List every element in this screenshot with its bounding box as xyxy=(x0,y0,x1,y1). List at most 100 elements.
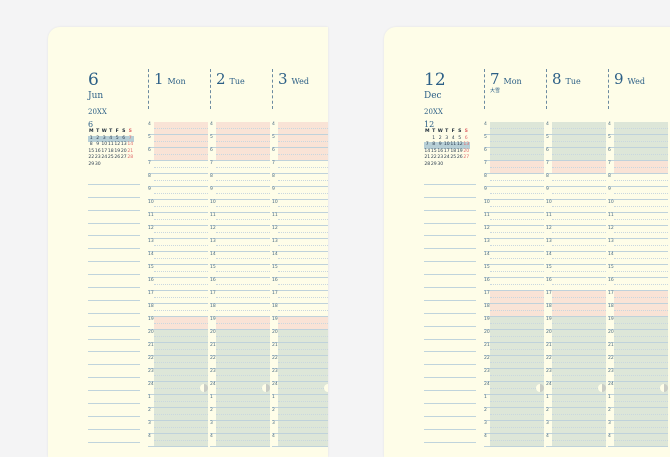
mini-calendar-date[interactable]: 1 xyxy=(432,135,436,141)
time-slot[interactable]: 11 xyxy=(546,213,606,226)
time-slot[interactable]: 2 xyxy=(148,408,208,421)
mini-calendar-date[interactable]: 27 xyxy=(463,155,470,160)
time-slot[interactable]: 7 xyxy=(546,161,606,174)
mini-calendar-date[interactable]: 14 xyxy=(424,148,431,154)
mini-calendar-date[interactable]: 26 xyxy=(456,155,463,160)
time-slot[interactable]: 10 xyxy=(546,200,606,213)
time-slot[interactable]: 21 xyxy=(546,343,606,356)
time-slot[interactable]: 18 xyxy=(484,304,544,317)
time-slot[interactable]: 12 xyxy=(546,226,606,239)
time-slot[interactable]: 21 xyxy=(210,343,270,356)
time-slot[interactable]: 17 xyxy=(148,291,208,304)
time-slot[interactable]: 4 xyxy=(148,434,208,447)
time-slot[interactable]: 9 xyxy=(210,187,270,200)
time-slot[interactable]: 11 xyxy=(272,213,328,226)
time-slot[interactable]: 2 xyxy=(272,408,328,421)
time-slot[interactable]: 4 xyxy=(210,122,270,135)
time-slot[interactable]: 6 xyxy=(210,148,270,161)
time-slot[interactable]: 17 xyxy=(272,291,328,304)
time-slot[interactable]: 13 xyxy=(608,239,668,252)
mini-calendar-date[interactable]: 30 xyxy=(94,161,101,167)
time-slot[interactable]: 18 xyxy=(148,304,208,317)
time-slot[interactable]: 4 xyxy=(484,434,544,447)
notes-area[interactable] xyxy=(424,172,476,443)
time-slot[interactable]: 22 xyxy=(608,356,668,369)
time-slot[interactable]: 17 xyxy=(608,291,668,304)
time-slot[interactable]: 11 xyxy=(608,213,668,226)
time-slot[interactable]: 15 xyxy=(546,265,606,278)
mini-calendar-date[interactable]: 25 xyxy=(107,155,114,160)
mini-calendar-date[interactable]: 22 xyxy=(430,155,437,160)
time-slot[interactable]: 10 xyxy=(210,200,270,213)
time-slot[interactable]: 8 xyxy=(608,174,668,187)
time-slot[interactable]: 6 xyxy=(272,148,328,161)
mini-calendar-date[interactable]: 5 xyxy=(458,135,462,141)
mini-calendar-date[interactable]: 4 xyxy=(451,135,455,141)
time-slot[interactable]: 9 xyxy=(272,187,328,200)
time-slot[interactable]: 17 xyxy=(484,291,544,304)
time-slot[interactable]: 15 xyxy=(272,265,328,278)
mini-calendar-date[interactable]: 18 xyxy=(107,148,114,154)
mini-calendar-date[interactable]: 23 xyxy=(94,155,101,160)
time-slot[interactable]: 5 xyxy=(148,135,208,148)
time-slot[interactable]: 3 xyxy=(272,421,328,434)
time-slot[interactable]: 1 xyxy=(608,395,668,408)
time-slot[interactable]: 12 xyxy=(148,226,208,239)
time-slot[interactable]: 15 xyxy=(608,265,668,278)
time-slot[interactable]: 1 xyxy=(210,395,270,408)
time-slot[interactable]: 12 xyxy=(484,226,544,239)
mini-calendar-date[interactable]: 22 xyxy=(88,155,95,160)
mini-calendar-date[interactable]: 8 xyxy=(430,142,437,149)
time-slot[interactable]: 15 xyxy=(484,265,544,278)
time-slot[interactable]: 14 xyxy=(148,252,208,265)
mini-calendar-date[interactable]: 11 xyxy=(107,142,114,147)
time-slot[interactable]: 15 xyxy=(210,265,270,278)
time-slot[interactable]: 22 xyxy=(546,356,606,369)
mini-calendar-date[interactable]: 2 xyxy=(438,135,442,141)
time-slot[interactable]: 1 xyxy=(546,395,606,408)
time-slot[interactable]: 1 xyxy=(484,395,544,408)
time-slot[interactable]: 6 xyxy=(484,148,544,161)
time-slot[interactable]: 10 xyxy=(608,200,668,213)
time-slot[interactable]: 14 xyxy=(272,252,328,265)
mini-calendar-date[interactable]: 17 xyxy=(101,148,108,154)
mini-calendar-date[interactable]: 12 xyxy=(456,142,463,149)
time-slot[interactable]: 23 xyxy=(484,369,544,382)
mini-calendar-date[interactable]: 10 xyxy=(101,142,108,147)
time-slot[interactable]: 18 xyxy=(608,304,668,317)
time-slot[interactable]: 8 xyxy=(484,174,544,187)
time-slot[interactable]: 5 xyxy=(608,135,668,148)
time-slot[interactable]: 18 xyxy=(546,304,606,317)
mini-calendar-date[interactable]: 25 xyxy=(450,155,457,160)
mini-calendar-date[interactable]: 7 xyxy=(424,142,431,149)
time-slot[interactable]: 4 xyxy=(148,122,208,135)
mini-calendar-date[interactable] xyxy=(463,162,470,169)
mini-calendar-date[interactable]: 14 xyxy=(127,142,134,147)
time-slot[interactable]: 23 xyxy=(148,369,208,382)
mini-calendar-date[interactable]: 3 xyxy=(101,135,108,142)
time-slot[interactable]: 9 xyxy=(484,187,544,200)
time-slot[interactable]: 11 xyxy=(148,213,208,226)
time-slot[interactable]: 3 xyxy=(608,421,668,434)
time-slot[interactable]: 9 xyxy=(546,187,606,200)
time-slot[interactable]: 22 xyxy=(272,356,328,369)
time-slot[interactable]: 2 xyxy=(484,408,544,421)
time-slot[interactable]: 4 xyxy=(608,122,668,135)
mini-calendar-date[interactable]: 4 xyxy=(107,135,114,142)
time-slot[interactable]: 18 xyxy=(210,304,270,317)
mini-calendar-date[interactable]: 1 xyxy=(88,135,95,142)
mini-calendar-date[interactable]: 12 xyxy=(114,142,121,147)
time-slot[interactable]: 23 xyxy=(608,369,668,382)
time-slot[interactable]: 14 xyxy=(608,252,668,265)
time-slot[interactable]: 19 xyxy=(272,317,328,330)
time-slot[interactable]: 8 xyxy=(272,174,328,187)
time-slot[interactable]: 16 xyxy=(272,278,328,291)
time-slot[interactable]: 19 xyxy=(484,317,544,330)
time-slot[interactable]: 9 xyxy=(148,187,208,200)
time-slot[interactable]: 7 xyxy=(484,161,544,174)
time-slot[interactable]: 5 xyxy=(484,135,544,148)
time-slot[interactable]: 24 xyxy=(608,382,668,395)
time-slot[interactable]: 1 xyxy=(148,395,208,408)
time-slot[interactable]: 11 xyxy=(210,213,270,226)
mini-calendar-date[interactable]: 3 xyxy=(445,135,449,141)
